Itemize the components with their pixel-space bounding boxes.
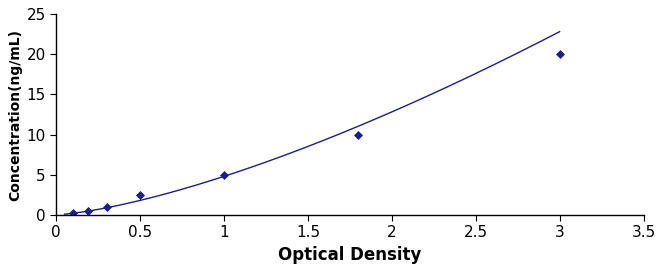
X-axis label: Optical Density: Optical Density (278, 246, 422, 264)
Y-axis label: Concentration(ng/mL): Concentration(ng/mL) (9, 29, 23, 200)
